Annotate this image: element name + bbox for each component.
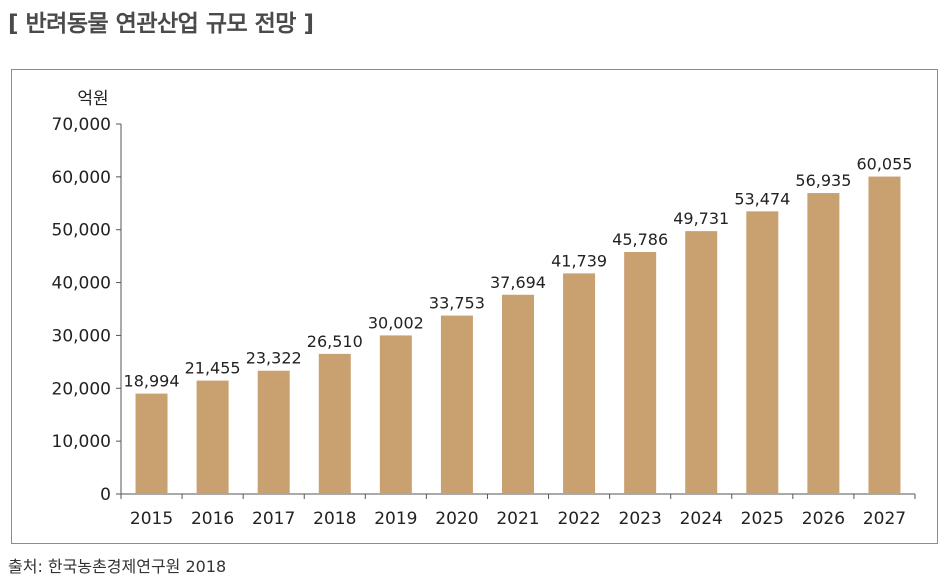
bar-2015 — [135, 393, 168, 494]
x-tick-label-2018: 2018 — [313, 509, 356, 529]
x-tick-label-2023: 2023 — [619, 509, 662, 529]
bar-2021 — [502, 294, 534, 494]
data-label-2015: 18,994 — [124, 372, 180, 391]
data-label-2017: 23,322 — [246, 349, 302, 368]
x-tick-label-2022: 2022 — [557, 509, 600, 529]
chart-frame — [11, 69, 938, 544]
x-tick-label-2017: 2017 — [252, 509, 295, 529]
y-tick-label: 40,000 — [52, 274, 111, 294]
bar-2024 — [685, 231, 718, 494]
x-tick-label-2021: 2021 — [496, 509, 539, 529]
x-tick-label-2020: 2020 — [435, 509, 478, 529]
bar-2018 — [318, 353, 351, 494]
data-label-2022: 41,739 — [551, 251, 607, 270]
data-label-2016: 21,455 — [185, 359, 241, 378]
bar-2022 — [563, 273, 596, 494]
x-tick-label-2027: 2027 — [863, 509, 906, 529]
y-tick-label: 70,000 — [52, 115, 111, 135]
bar-2027 — [868, 176, 901, 495]
y-tick-label: 20,000 — [52, 379, 111, 399]
bar-2020 — [440, 315, 473, 494]
data-label-2025: 53,474 — [734, 189, 790, 208]
y-axis: 0 10,000 20,000 30,000 40,000 50,000 60,000 70,… — [52, 115, 122, 505]
page-title: [ 반려동물 연관산업 규모 전망 ] — [8, 11, 314, 37]
bar-2026 — [807, 193, 840, 494]
bar-2025 — [746, 211, 779, 494]
data-label-2023: 45,786 — [612, 230, 668, 249]
data-label-2019: 30,002 — [368, 313, 424, 332]
x-tick-label-2016: 2016 — [191, 509, 234, 529]
y-axis-unit-label: 억원 — [77, 89, 108, 109]
x-tick-label-2015: 2015 — [130, 509, 173, 529]
x-tick-label-2025: 2025 — [741, 509, 784, 529]
bar-2017 — [257, 370, 290, 494]
y-tick-label: 50,000 — [52, 221, 111, 241]
bars: 18,994 21,455 23,322 26,510 30,002 33,753 37,6… — [124, 155, 912, 495]
x-tick-label-2026: 2026 — [802, 509, 845, 529]
data-label-2026: 56,935 — [795, 171, 851, 190]
bar-2016 — [196, 380, 229, 494]
data-label-2020: 33,753 — [429, 294, 485, 313]
x-tick-label-2019: 2019 — [374, 509, 417, 529]
data-label-2024: 49,731 — [673, 209, 729, 228]
y-tick-label: 60,000 — [52, 168, 111, 188]
data-label-2021: 37,694 — [490, 273, 546, 292]
source-note: 출처: 한국농촌경제연구원 2018 — [8, 557, 227, 576]
bar-2019 — [379, 335, 412, 494]
x-axis: 2015 2016 2017 2018 2019 2020 2021 2022 2023 2024… — [120, 493, 916, 529]
y-tick-label: 30,000 — [52, 326, 111, 346]
x-tick-label-2024: 2024 — [680, 509, 723, 529]
data-label-2018: 26,510 — [307, 332, 363, 351]
bar-2023 — [624, 251, 657, 494]
y-tick-label: 0 — [100, 485, 111, 505]
data-label-2027: 60,055 — [856, 155, 912, 174]
y-tick-label: 10,000 — [52, 432, 111, 452]
